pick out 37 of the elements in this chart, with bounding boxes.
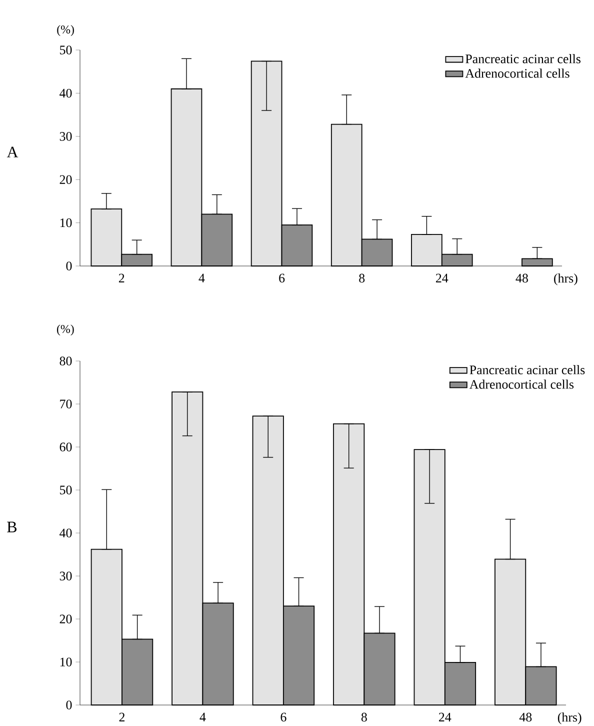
legend-label: Pancreatic acinar cells xyxy=(470,365,585,374)
x-tick-label: 4 xyxy=(200,712,206,722)
y-tick-label: 40 xyxy=(60,528,72,538)
y-tick-label: 10 xyxy=(60,658,72,666)
legend-label: Adrenocortical cells xyxy=(465,68,570,78)
y-tick-label: 20 xyxy=(60,614,72,624)
y-tick-label: 70 xyxy=(60,400,72,408)
y-tick-label: 80 xyxy=(60,356,72,366)
x-tick-label: 48 xyxy=(519,712,532,722)
y-tick-label: 40 xyxy=(60,88,72,98)
y-tick-label: 60 xyxy=(60,442,72,452)
x-tick-label: 8 xyxy=(361,712,367,722)
x-axis-title: (hrs) xyxy=(558,712,582,724)
y-tick-label: 50 xyxy=(60,46,72,54)
x-axis-title: (hrs) xyxy=(554,274,578,286)
x-tick-label: 8 xyxy=(359,274,365,283)
x-tick-label: 2 xyxy=(118,274,124,282)
y-tick-label: 0 xyxy=(66,700,72,710)
text: B xyxy=(7,522,17,532)
x-tick-label: 24 xyxy=(438,712,452,722)
y-tick-label: 10 xyxy=(60,218,72,228)
x-tick-label: 2 xyxy=(119,712,125,722)
y-tick-label: 30 xyxy=(60,572,72,580)
y-tick-label: 0 xyxy=(66,262,72,270)
x-tick-label: 6 xyxy=(279,274,285,282)
y-tick-label: 20 xyxy=(60,175,72,184)
x-tick-label: 6 xyxy=(280,712,286,722)
y-axis-title: (%) xyxy=(57,25,74,36)
y-tick-label: 30 xyxy=(60,132,72,141)
y-tick-label: 50 xyxy=(60,486,72,494)
x-tick-label: 24 xyxy=(436,274,448,282)
legend-label: Pancreatic acinar cells xyxy=(466,54,580,64)
y-axis-title: (%) xyxy=(56,324,74,336)
x-tick-label: 4 xyxy=(198,274,205,282)
x-tick-label: 48 xyxy=(516,274,528,283)
text: A xyxy=(6,146,18,158)
legend-label: Adrenocortical cells xyxy=(469,380,574,389)
